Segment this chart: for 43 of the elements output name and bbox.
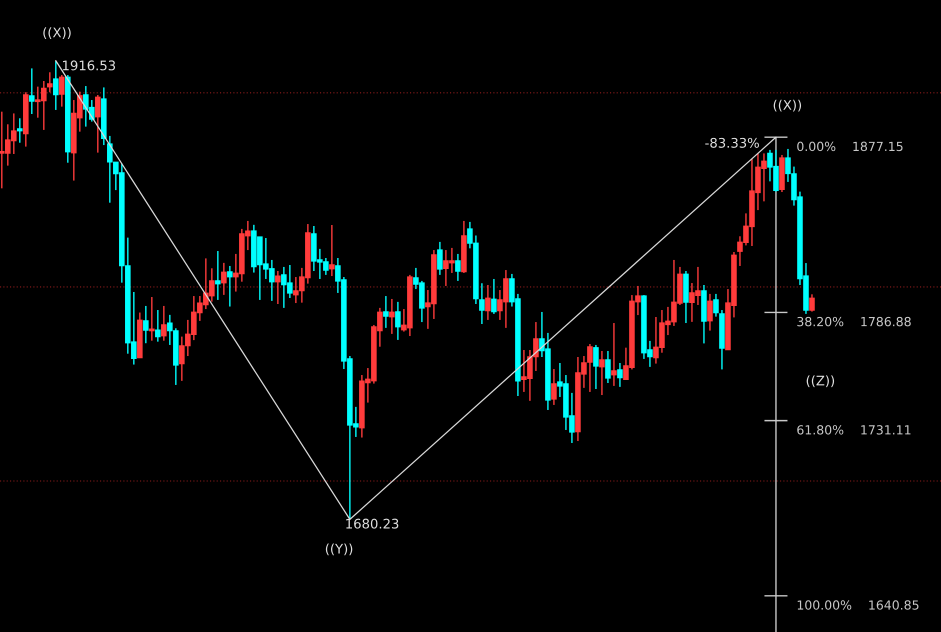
candlestick <box>215 250 221 301</box>
ref-line-label: 0.00% 1877.15 <box>797 142 903 152</box>
candlestick <box>329 224 335 277</box>
candlestick <box>491 278 497 315</box>
candlestick <box>551 368 557 406</box>
ref-line-label: 61.80% 1731.11 <box>797 425 910 435</box>
candlestick <box>617 362 623 388</box>
candlestick <box>707 293 713 332</box>
candlestick <box>455 253 461 282</box>
candlestick <box>437 241 443 276</box>
annotation: ((X)) <box>774 100 802 112</box>
candlestick <box>275 270 281 305</box>
candlestick <box>227 265 233 308</box>
candlestick <box>383 295 389 329</box>
candlestick <box>587 343 593 393</box>
ref-line-label: 38.20% 1786.88 <box>797 316 911 326</box>
candlestick <box>593 344 599 390</box>
candlestick <box>161 305 167 342</box>
candlestick <box>155 309 161 342</box>
candlestick <box>485 284 491 321</box>
candlestick <box>809 294 815 312</box>
annotation: ((X)) <box>43 27 71 39</box>
candlestick <box>611 322 617 387</box>
candlestick <box>221 262 227 296</box>
candlestick <box>17 118 23 144</box>
annotation: 1680.23 <box>346 518 398 529</box>
candlestick <box>143 305 149 344</box>
candlestick <box>53 60 59 111</box>
candlestick <box>599 350 605 396</box>
candlestick <box>395 301 401 341</box>
candlestick <box>605 350 611 384</box>
annotation: ((Z)) <box>806 375 834 388</box>
candlestick <box>47 72 53 93</box>
candlestick <box>713 293 719 318</box>
candlestick <box>95 94 101 154</box>
candlestick <box>29 68 35 115</box>
annotation: ((Y)) <box>326 543 352 556</box>
candlestick <box>59 74 65 108</box>
ref-line-label: 100.00% 1640.85 <box>798 600 918 610</box>
annotation: 1916.53 <box>62 60 116 70</box>
candlestick <box>149 296 155 342</box>
annotation: -83.33% <box>705 138 759 148</box>
candlestick <box>389 298 395 335</box>
